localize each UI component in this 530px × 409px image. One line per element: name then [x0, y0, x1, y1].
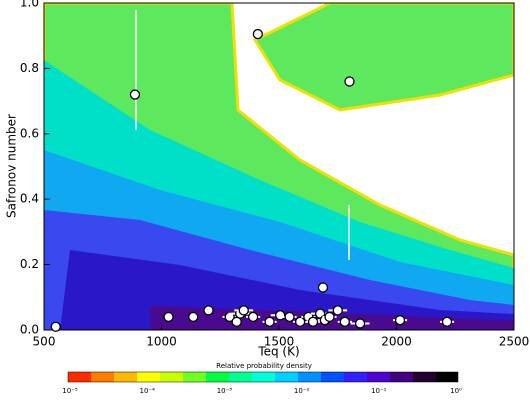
colorbar-tick-label: 10⁰	[450, 387, 462, 395]
colorbar	[67, 371, 459, 383]
y-tick-label: 1.0	[20, 0, 39, 10]
colorbar-tick-label: 10⁻²	[294, 387, 310, 395]
data-point	[294, 316, 306, 327]
data-point	[238, 305, 249, 316]
data-point	[163, 311, 174, 323]
y-tick-label: 0.6	[20, 126, 39, 140]
x-tick-label: 2500	[499, 335, 530, 349]
colorbar-tick-label: 10⁻¹	[371, 387, 387, 395]
x-tick-label: 500	[33, 335, 56, 349]
data-point	[264, 316, 275, 327]
data-point	[324, 311, 335, 323]
x-axis-label: Teq (K)	[257, 345, 299, 359]
y-tick-label: 0.8	[20, 61, 39, 75]
data-point	[247, 311, 259, 323]
y-axis-label: Safronov number	[5, 114, 19, 218]
colorbar-tick-label: 10⁻⁴	[139, 387, 155, 395]
data-point	[354, 318, 366, 329]
y-tick-label: 0.2	[20, 257, 39, 271]
data-point	[317, 282, 329, 293]
density-map	[44, 3, 514, 330]
data-point	[203, 305, 214, 316]
data-point	[188, 311, 199, 323]
data-point	[284, 311, 295, 323]
data-point	[224, 311, 235, 323]
data-point	[129, 89, 141, 100]
data-point	[252, 28, 264, 40]
data-point	[307, 316, 319, 327]
data-point	[394, 315, 406, 326]
x-tick-label: 1500	[264, 335, 295, 349]
y-tick-label: 0.0	[20, 323, 39, 337]
data-point	[275, 310, 286, 321]
colorbar-tick-label: 10⁻⁵	[62, 387, 78, 395]
data-point	[339, 316, 350, 327]
colorbar-label: Relative probability density	[216, 362, 312, 370]
data-point	[50, 321, 61, 332]
x-tick-label: 2000	[381, 335, 412, 349]
y-tick-label: 0.4	[20, 192, 39, 206]
data-point	[441, 316, 453, 327]
x-tick-label: 1000	[146, 335, 177, 349]
data-point	[332, 305, 343, 316]
data-point	[344, 76, 355, 87]
colorbar-tick-label: 10⁻³	[217, 387, 233, 395]
